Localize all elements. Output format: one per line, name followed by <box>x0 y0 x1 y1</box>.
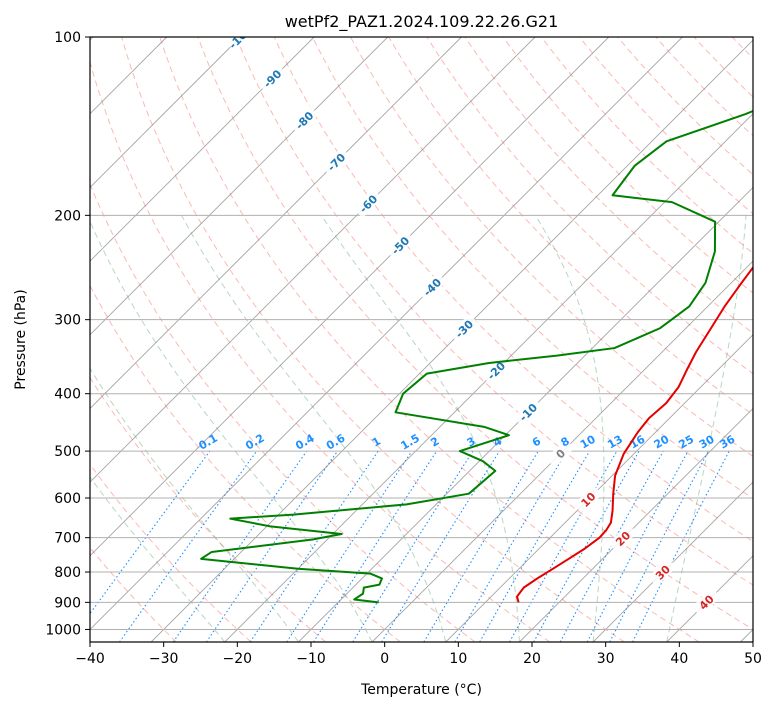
isotherm-label-bg <box>417 272 447 302</box>
isotherm-line <box>90 37 389 336</box>
dry-adiabat-line <box>90 463 252 642</box>
mixing-ratio-line <box>509 450 618 642</box>
y-tick-label: 1000 <box>45 622 81 638</box>
isotherm-label-bg <box>481 355 511 385</box>
moist-adiabat-line <box>90 220 373 642</box>
y-tick-label: 300 <box>54 313 81 329</box>
x-tick-label: 40 <box>670 651 688 667</box>
mixing-ratio-line <box>90 450 211 615</box>
dry-adiabat-line <box>388 37 753 416</box>
isotherm-label-bg <box>573 484 603 514</box>
mixing-ratio-line <box>313 450 438 642</box>
y-tick-label: 500 <box>54 444 81 460</box>
isotherm-line <box>371 260 753 642</box>
isotherm-line <box>90 37 536 483</box>
dry-adiabat-line <box>579 37 753 215</box>
isotherm-label-bg <box>647 557 677 587</box>
mixing-ratio-line <box>172 450 308 642</box>
mixing-ratio-line <box>423 450 539 642</box>
isotherm-line <box>592 481 753 642</box>
isotherm-label-bg <box>545 438 575 468</box>
moist-adiabat-line <box>666 215 747 642</box>
moist-adiabat-line <box>534 215 605 642</box>
moist-adiabat-line <box>90 476 226 642</box>
isotherm-label-bg <box>608 523 638 553</box>
dry-adiabat-line <box>90 284 401 642</box>
y-tick-label: 400 <box>54 387 81 403</box>
isotherm-line <box>90 37 683 631</box>
plot-area: -100-90-80-70-60-50-40-30-20-10010203040… <box>90 37 753 642</box>
x-tick-label: 30 <box>597 651 615 667</box>
dry-adiabat-line <box>121 37 625 642</box>
x-tick-label: −20 <box>223 651 253 667</box>
y-tick-label: 900 <box>54 595 81 611</box>
x-tick-label: 50 <box>744 651 762 667</box>
isotherm-label-bg <box>257 63 287 93</box>
x-tick-label: −10 <box>296 651 326 667</box>
chart-title: wetPf2_PAZ1.2024.109.22.26.G21 <box>285 12 559 32</box>
x-tick-label: 0 <box>380 651 389 667</box>
isotherm-line <box>90 37 315 262</box>
y-tick-label: 800 <box>54 565 81 581</box>
x-axis-title: Temperature (°C) <box>360 682 482 698</box>
mixing-ratio-line <box>205 450 338 642</box>
dry-adiabat-line <box>90 60 551 642</box>
y-tick-label: 100 <box>54 30 81 46</box>
isotherm-label-bg <box>225 37 255 52</box>
moist-adiabat-line <box>181 215 447 642</box>
dry-adiabat-line <box>311 37 753 500</box>
isotherm-line <box>150 39 753 642</box>
dewpoint-profile-line <box>200 110 753 604</box>
mixing-ratio-line <box>119 450 258 642</box>
isotherm-label-bg <box>289 105 319 135</box>
pressure-gridlines <box>90 37 753 630</box>
moist-adiabat-line <box>90 367 299 642</box>
mixing-ratio-line <box>559 450 664 642</box>
y-tick-label: 600 <box>54 491 81 507</box>
y-tick-label: 200 <box>54 208 81 224</box>
y-tick-label: 700 <box>54 531 81 547</box>
mixing-ratio-line <box>352 450 474 642</box>
x-tick-label: −30 <box>149 651 179 667</box>
isotherm-label-bg <box>353 188 383 218</box>
y-axis-title: Pressure (hPa) <box>13 289 29 389</box>
sounding-series <box>200 110 753 604</box>
x-tick-label: 10 <box>449 651 467 667</box>
mixing-ratio-line <box>381 450 500 642</box>
x-tick-label: 20 <box>523 651 541 667</box>
dry-adiabat-line <box>502 37 753 294</box>
dry-adiabat-line <box>159 37 700 642</box>
mixing-ratio-line <box>479 450 591 642</box>
isotherm-label-bg <box>385 230 415 260</box>
isotherm-label-bg <box>449 314 479 344</box>
moist-adiabats <box>90 215 747 642</box>
moist-adiabat-line <box>320 215 520 642</box>
isotherm-label-bg <box>321 147 351 177</box>
isotherm-line <box>90 37 241 189</box>
y-axis-ticks: 100 200 300 400 500 600 700 800 900 1000 <box>45 30 90 638</box>
dry-adiabat-line <box>235 37 753 586</box>
dry-adiabat-line <box>464 37 753 334</box>
skewed-isotherms <box>90 37 753 642</box>
isotherm-line <box>90 37 610 557</box>
x-tick-label: −40 <box>75 651 105 667</box>
temperature-profile-line <box>516 265 753 603</box>
isotherm-label-bg <box>691 587 721 617</box>
isotherm-line <box>298 186 753 642</box>
isotherm-label-bg <box>513 397 543 427</box>
plot-frame <box>89 36 754 643</box>
x-axis-ticks: −40 −30 −20 −10 0 10 20 30 40 50 <box>75 642 762 667</box>
isotherm-line <box>445 334 753 642</box>
dry-adiabat-line <box>617 37 753 176</box>
isotherm-line <box>224 113 753 642</box>
isotherm-line <box>90 37 462 410</box>
mixing-ratio-line <box>454 450 568 642</box>
mixing-ratio-lines <box>90 450 730 642</box>
